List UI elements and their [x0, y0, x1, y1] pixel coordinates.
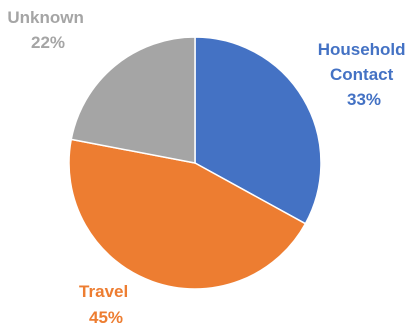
pie-slices [68, 36, 322, 290]
pie-slice-household-contact [194, 36, 322, 225]
pie-slice-travel [68, 138, 307, 290]
pie-slice-unknown [70, 36, 196, 164]
slice-label-unknown: Unknown 22% [7, 8, 88, 52]
slice-label-travel: Travel 45% [79, 282, 133, 327]
slice-label-household: Household Contact 33% [318, 40, 411, 109]
